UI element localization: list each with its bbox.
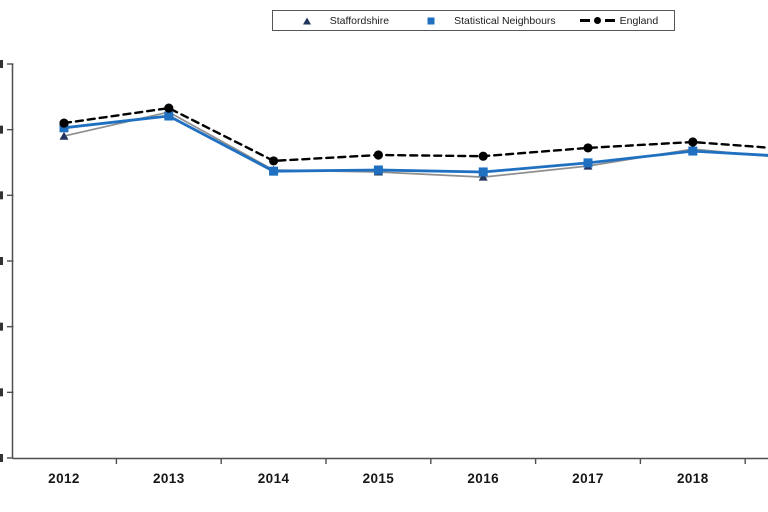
marker-england (583, 143, 593, 153)
marker-england (373, 150, 383, 160)
legend-label-statistical-neighbours: Statistical Neighbours (454, 14, 556, 27)
x-axis-label: 2015 (363, 471, 395, 486)
x-axis-label: 2013 (153, 471, 185, 486)
cropped-y-axis-label-fragment (0, 454, 3, 462)
cropped-y-axis-label-fragment (0, 125, 3, 134)
legend-label-staffordshire: Staffordshire (329, 14, 390, 27)
x-axis-label: 2014 (258, 471, 290, 486)
marker-england (59, 118, 69, 128)
cropped-y-axis-label-fragment (0, 322, 3, 331)
marker-statistical-neighbours (478, 167, 488, 177)
marker-england (478, 151, 488, 161)
series-line-england (62, 106, 768, 163)
marker-england (269, 156, 279, 166)
x-axis-label: 2017 (572, 471, 604, 486)
chart-legend: Staffordshire Statistical Neighbours Eng… (272, 10, 675, 31)
marker-statistical-neighbours (688, 146, 698, 156)
england-dashed-line-marker-icon (579, 17, 615, 24)
cropped-y-axis-label-fragment (0, 60, 3, 68)
marker-staffordshire (59, 131, 69, 140)
marker-england (688, 137, 698, 147)
marker-staffordshire (478, 172, 488, 181)
marker-statistical-neighbours (373, 165, 383, 175)
series-line-statistical-neighbours (62, 114, 768, 174)
marker-statistical-neighbours (269, 166, 279, 176)
legend-label-england: England (619, 14, 659, 27)
marker-england (164, 103, 174, 113)
x-axis-label: 2016 (467, 471, 499, 486)
cropped-y-axis-label-fragment (0, 388, 3, 397)
cropped-y-axis-label-fragment (0, 257, 3, 265)
x-axis-label: 2012 (48, 471, 80, 486)
x-axis-label: 2018 (677, 471, 709, 486)
legend-item-staffordshire: Staffordshire (289, 15, 389, 27)
marker-statistical-neighbours (164, 111, 174, 121)
marker-statistical-neighbours (583, 158, 593, 168)
legend-item-england: England (579, 14, 659, 27)
cropped-y-axis-label-fragment (0, 191, 3, 200)
marker-statistical-neighbours (59, 123, 69, 133)
legend-item-statistical-neighbours: Statistical Neighbours (413, 15, 556, 27)
